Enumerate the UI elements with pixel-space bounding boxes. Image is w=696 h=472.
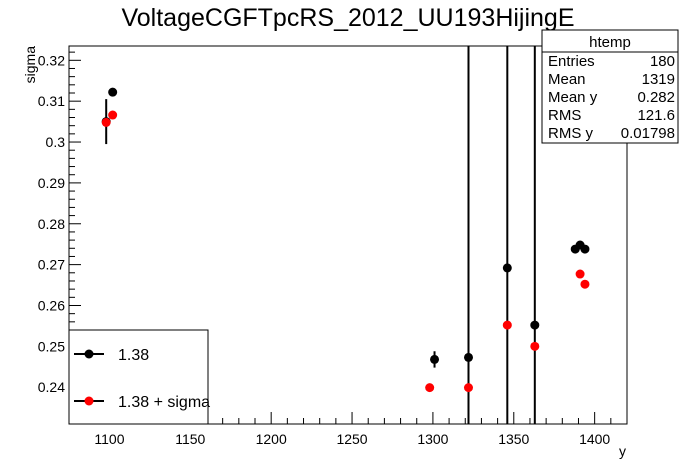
y-tick-label: 0.26 — [38, 297, 65, 313]
legend-label-series-2: 1.38 + sigma — [118, 394, 210, 411]
plot-area-border — [68, 45, 628, 425]
data-point-series-2 — [101, 117, 111, 127]
x-tick-label: 1400 — [579, 431, 610, 447]
stats-label-mean-y: Mean y — [548, 89, 598, 106]
y-axis: 0.24 0.25 0.26 0.27 0.28 0.29 0.3 0.31 0.32 — [38, 51, 81, 421]
data-point-series-2 — [463, 383, 473, 393]
x-tick-label: 1100 — [94, 431, 124, 447]
legend-marker-series-2 — [84, 396, 94, 406]
legend-marker-series-1 — [84, 349, 94, 359]
x-tick-label: 1300 — [417, 431, 448, 447]
chart-title: VoltageCGFTpcRS_2012_UU193HijingE — [121, 4, 574, 32]
y-axis-label: sigma — [22, 46, 38, 84]
stats-value-mean: 1319 — [642, 71, 675, 88]
stats-value-rms: 121.6 — [637, 107, 675, 124]
y-tick-label: 0.27 — [38, 257, 65, 273]
stats-box-title: htemp — [589, 34, 631, 51]
y-tick-label: 0.3 — [46, 134, 66, 150]
stats-label-rms-y: RMS y — [548, 125, 594, 142]
x-tick-label: 1250 — [336, 431, 367, 447]
data-point-series-2 — [108, 110, 118, 120]
legend: 1.38 1.38 + sigma — [68, 329, 210, 425]
x-tick-label: 1350 — [498, 431, 529, 447]
data-point-series-2 — [502, 320, 512, 330]
data-point-series-1 — [530, 320, 540, 330]
y-tick-label: 0.32 — [38, 52, 65, 68]
data-point-series-1 — [463, 352, 473, 362]
data-point-series-2 — [580, 279, 590, 289]
y-tick-label: 0.29 — [38, 175, 65, 191]
y-tick-label: 0.31 — [38, 93, 65, 109]
data-marks — [101, 46, 590, 424]
x-axis-label: y — [619, 443, 626, 459]
plot-frame — [68, 45, 628, 425]
data-point-series-1 — [108, 87, 118, 97]
stats-label-entries: Entries — [548, 53, 595, 70]
x-axis: 1100 1150 1200 1250 1300 1350 1400 — [76, 412, 628, 447]
data-point-series-1 — [430, 354, 440, 364]
stats-value-entries: 180 — [650, 53, 675, 70]
x-tick-label: 1200 — [256, 431, 287, 447]
data-point-series-1 — [502, 263, 512, 273]
y-tick-label: 0.25 — [38, 338, 65, 354]
data-point-series-2 — [575, 269, 585, 279]
stats-label-rms: RMS — [548, 107, 581, 124]
stats-box: htemp Entries 180 Mean 1319 Mean y 0.282… — [541, 29, 679, 144]
data-point-series-2 — [425, 383, 435, 393]
data-point-series-2 — [530, 341, 540, 351]
y-tick-label: 0.24 — [38, 379, 65, 395]
data-point-series-1 — [580, 244, 590, 254]
legend-box — [68, 329, 209, 425]
stats-box-frame — [541, 29, 679, 144]
legend-label-series-1: 1.38 — [118, 347, 149, 364]
stats-value-mean-y: 0.282 — [637, 89, 675, 106]
y-tick-label: 0.28 — [38, 216, 65, 232]
x-tick-label: 1150 — [175, 431, 205, 447]
stats-value-rms-y: 0.01798 — [621, 125, 675, 142]
stats-label-mean: Mean — [548, 71, 586, 88]
